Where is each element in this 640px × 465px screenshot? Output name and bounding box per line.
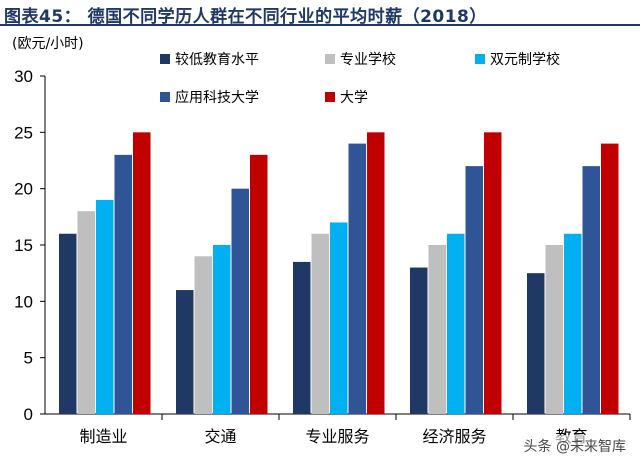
y-tick-label: 5 xyxy=(24,349,33,368)
y-tick-label: 20 xyxy=(14,180,33,199)
bar xyxy=(527,273,545,414)
legend-label: 双元制学校 xyxy=(490,51,560,68)
bar xyxy=(484,132,502,415)
bar xyxy=(133,132,151,415)
bar xyxy=(176,290,194,414)
bar xyxy=(250,154,268,414)
y-axis-label: (欧元/小时) xyxy=(12,36,84,52)
legend-swatch xyxy=(160,92,170,102)
bar xyxy=(231,188,249,414)
legend-label: 较低教育水平 xyxy=(175,52,259,68)
y-tick-label: 10 xyxy=(14,292,33,311)
title-bar: 图表45： 德国不同学历人群在不同行业的平均时薪（2018） xyxy=(0,0,640,27)
bar xyxy=(410,267,428,414)
legend-label: 大学 xyxy=(340,90,368,106)
chart-title: 图表45： 德国不同学历人群在不同行业的平均时薪（2018） xyxy=(4,7,487,27)
watermark: 头条 @未来智库 xyxy=(519,435,630,457)
bar xyxy=(367,132,385,415)
legend-swatch xyxy=(475,54,485,64)
bar xyxy=(545,245,563,414)
bar xyxy=(465,166,483,414)
y-tick-label: 0 xyxy=(24,405,33,424)
bar xyxy=(293,261,311,414)
bar xyxy=(96,199,114,414)
bar xyxy=(114,154,132,414)
bar xyxy=(330,222,348,414)
bar xyxy=(77,211,95,414)
x-tick-label: 制造业 xyxy=(79,427,127,446)
bar xyxy=(564,233,582,414)
y-tick-label: 25 xyxy=(14,123,33,142)
bar xyxy=(59,233,77,414)
x-tick-label: 交通 xyxy=(204,427,236,446)
bar xyxy=(601,143,619,414)
bar xyxy=(213,245,231,414)
legend-swatch xyxy=(325,92,335,102)
x-tick-label: 经济服务 xyxy=(422,427,486,446)
y-tick-label: 30 xyxy=(14,67,33,86)
bar xyxy=(194,256,212,414)
bar xyxy=(311,233,329,414)
bar xyxy=(582,166,600,414)
legend-label: 应用科技大学 xyxy=(175,89,259,106)
x-tick-label: 专业服务 xyxy=(305,427,369,446)
legend-swatch xyxy=(325,54,335,64)
bar xyxy=(428,245,446,414)
legend-swatch xyxy=(160,54,170,64)
bar xyxy=(447,233,465,414)
legend-label: 专业学校 xyxy=(340,51,396,68)
bar xyxy=(348,143,366,414)
y-tick-label: 15 xyxy=(14,236,33,255)
